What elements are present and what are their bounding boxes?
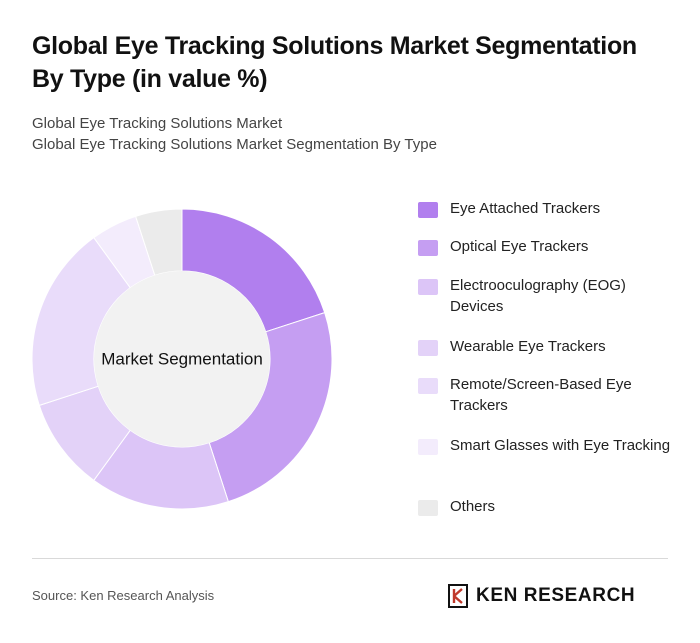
legend-label-0: Eye Attached Trackers: [450, 200, 601, 217]
footer-divider: [32, 558, 668, 559]
legend-swatch-0: [418, 202, 438, 218]
legend-swatch-6: [418, 500, 438, 516]
legend-label-4: Remote/Screen-Based Eye Trackers: [450, 376, 632, 414]
source-note: Source: Ken Research Analysis: [32, 588, 215, 603]
legend-swatch-2: [418, 279, 438, 295]
ken-research-logo: KEN RESEARCH: [448, 583, 635, 609]
legend-label-3: Wearable Eye Trackers: [450, 338, 606, 355]
legend-label-2: Electrooculography (EOG) Devices: [450, 277, 626, 315]
logo-wordmark: KEN RESEARCH: [476, 585, 636, 606]
donut-hole: [94, 271, 270, 447]
donut-slices: [31, 208, 333, 510]
legend-swatch-1: [418, 240, 438, 256]
chart-subtitle: Global Eye Tracking Solutions Market Glo…: [32, 113, 672, 155]
chart-title: Global Eye Tracking Solutions Market Seg…: [32, 32, 637, 93]
legend-label-5: Smart Glasses with Eye Tracking: [450, 437, 671, 454]
ken-research-k-icon: [448, 584, 468, 608]
legend-swatch-4: [418, 378, 438, 394]
legend-swatch-3: [418, 340, 438, 356]
legend-label-1: Optical Eye Trackers: [450, 238, 589, 255]
donut-center-label: Market Segmentation: [101, 350, 263, 369]
subtitle-line-market: Global Eye Tracking Solutions Market: [32, 115, 283, 132]
legend-label-6: Others: [450, 498, 496, 515]
donut-chart: Market Segmentation: [31, 208, 333, 510]
legend-swatch-5: [418, 439, 438, 455]
subtitle-line-segmentation: Global Eye Tracking Solutions Market Seg…: [32, 136, 437, 153]
